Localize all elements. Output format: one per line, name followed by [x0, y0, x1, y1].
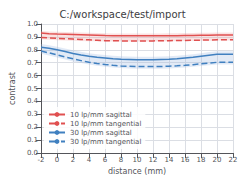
- svg-text:14: 14: [165, 156, 174, 164]
- svg-text:0.5: 0.5: [27, 85, 38, 93]
- svg-text:0.8: 0.8: [27, 46, 38, 54]
- svg-text:-2: -2: [38, 156, 45, 164]
- svg-text:8: 8: [119, 156, 123, 164]
- svg-text:6: 6: [103, 156, 108, 164]
- svg-text:22: 22: [229, 156, 238, 164]
- svg-text:16: 16: [181, 156, 190, 164]
- svg-text:20: 20: [213, 156, 222, 164]
- svg-text:0.3: 0.3: [27, 110, 38, 118]
- svg-text:10: 10: [133, 156, 142, 164]
- svg-text:0.4: 0.4: [27, 97, 39, 105]
- svg-text:distance (mm): distance (mm): [108, 167, 166, 176]
- svg-text:C:/workspace/test/import: C:/workspace/test/import: [59, 9, 185, 20]
- svg-text:10 lp/mm tangential: 10 lp/mm tangential: [70, 120, 141, 128]
- svg-text:0.9: 0.9: [27, 33, 38, 41]
- svg-text:10 lp/mm sagittal: 10 lp/mm sagittal: [70, 111, 132, 119]
- svg-text:0.6: 0.6: [27, 72, 39, 80]
- svg-text:0: 0: [55, 156, 59, 164]
- svg-text:1.0: 1.0: [27, 20, 38, 28]
- svg-text:12: 12: [149, 156, 158, 164]
- svg-text:4: 4: [87, 156, 92, 164]
- svg-text:30 lp/mm tangential: 30 lp/mm tangential: [70, 138, 141, 146]
- svg-text:18: 18: [197, 156, 206, 164]
- svg-text:0.1: 0.1: [27, 136, 38, 144]
- svg-text:contrast: contrast: [8, 72, 17, 105]
- svg-text:2: 2: [71, 156, 75, 164]
- svg-text:0.2: 0.2: [27, 123, 38, 131]
- svg-text:0.0: 0.0: [27, 149, 38, 157]
- svg-text:0.7: 0.7: [27, 59, 38, 67]
- svg-text:30 lp/mm sagittal: 30 lp/mm sagittal: [70, 129, 132, 137]
